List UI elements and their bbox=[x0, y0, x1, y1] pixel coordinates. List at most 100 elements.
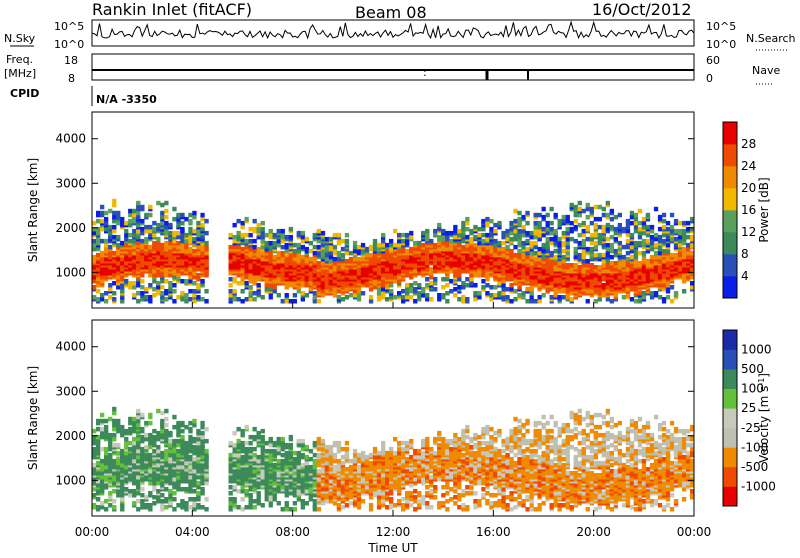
power-cell bbox=[678, 221, 682, 226]
power-cell bbox=[682, 247, 686, 252]
power-cell bbox=[445, 231, 449, 236]
power-cell bbox=[586, 269, 590, 274]
power-cell bbox=[309, 249, 313, 254]
velocity-cell bbox=[116, 451, 120, 456]
power-cell bbox=[546, 245, 550, 250]
velocity-cell bbox=[200, 505, 204, 510]
power-cell bbox=[417, 283, 421, 288]
power-cell bbox=[670, 273, 674, 278]
power-cell bbox=[618, 247, 622, 252]
power-cell bbox=[501, 241, 505, 246]
velocity-cell bbox=[237, 439, 241, 444]
power-cell bbox=[140, 285, 144, 290]
velocity-cell bbox=[241, 485, 245, 490]
power-cell bbox=[501, 283, 505, 288]
power-cell bbox=[277, 239, 281, 244]
velocity-cell bbox=[269, 503, 273, 508]
power-cell bbox=[188, 275, 192, 280]
power-cell bbox=[100, 251, 104, 256]
velocity-cell bbox=[200, 455, 204, 460]
velocity-cell bbox=[136, 409, 140, 414]
velocity-cell bbox=[249, 493, 253, 498]
power-cell bbox=[558, 237, 562, 242]
power-cell bbox=[112, 211, 116, 216]
power-cell bbox=[96, 237, 100, 242]
nsky-label: N.Sky bbox=[4, 32, 36, 45]
power-cell bbox=[405, 287, 409, 292]
power-cell bbox=[574, 205, 578, 210]
power-cell bbox=[666, 221, 670, 226]
power-cell bbox=[682, 279, 686, 284]
power-cell bbox=[517, 243, 521, 248]
power-cell bbox=[542, 243, 546, 248]
power-cell bbox=[281, 299, 285, 304]
power-cell bbox=[586, 299, 590, 304]
power-cell bbox=[409, 231, 413, 236]
power-cell bbox=[473, 283, 477, 288]
power-cell bbox=[148, 233, 152, 238]
velocity-cell bbox=[112, 489, 116, 494]
power-cell bbox=[485, 263, 489, 268]
velocity-cell bbox=[249, 505, 253, 510]
power-cell bbox=[309, 257, 313, 262]
velocity-cell bbox=[180, 451, 184, 456]
power-cell bbox=[421, 293, 425, 298]
velocity-cell bbox=[160, 429, 164, 434]
velocity-cell bbox=[124, 445, 128, 450]
power-cell bbox=[630, 245, 634, 250]
power-cell bbox=[530, 291, 534, 296]
velocity-cell bbox=[188, 497, 192, 502]
power-cell bbox=[638, 227, 642, 232]
power-cell bbox=[626, 257, 630, 262]
power-cell bbox=[112, 229, 116, 234]
power-cell bbox=[196, 295, 200, 300]
power-cell bbox=[614, 253, 618, 258]
power-cell bbox=[417, 295, 421, 300]
velocity-cell bbox=[257, 455, 261, 460]
velocity-cell bbox=[269, 453, 273, 458]
power-cell bbox=[196, 273, 200, 278]
velocity-cell bbox=[168, 431, 172, 436]
power-cell bbox=[188, 247, 192, 252]
power-cell bbox=[325, 245, 329, 250]
power-cell bbox=[473, 243, 477, 248]
velocity-cell bbox=[132, 489, 136, 494]
power-cell bbox=[381, 233, 385, 238]
power-cell bbox=[156, 273, 160, 278]
power-cell bbox=[542, 207, 546, 212]
velocity-cell bbox=[281, 485, 285, 490]
velocity-cell bbox=[317, 453, 321, 458]
velocity-cell bbox=[184, 451, 188, 456]
velocity-cell bbox=[321, 469, 325, 474]
power-cell bbox=[401, 299, 405, 304]
power-cell bbox=[594, 205, 598, 210]
power-cell bbox=[481, 233, 485, 238]
power-cell bbox=[642, 239, 646, 244]
power-cell bbox=[441, 229, 445, 234]
power-cell bbox=[265, 279, 269, 284]
power-cell bbox=[156, 237, 160, 242]
velocity-cell bbox=[233, 485, 237, 490]
power-cell bbox=[513, 289, 517, 294]
power-cell bbox=[341, 263, 345, 268]
power-cell bbox=[104, 257, 108, 262]
power-cell bbox=[493, 223, 497, 228]
velocity-cell bbox=[156, 435, 160, 440]
power-cell bbox=[638, 299, 642, 304]
velocity-cell bbox=[108, 495, 112, 500]
power-cell bbox=[132, 217, 136, 222]
velocity-cell bbox=[156, 453, 160, 458]
power-cell bbox=[257, 223, 261, 228]
velocity-cell bbox=[112, 419, 116, 424]
velocity-cell bbox=[297, 457, 301, 462]
power-cell bbox=[293, 293, 297, 298]
velocity-cell bbox=[188, 475, 192, 480]
power-cell bbox=[92, 285, 96, 290]
velocity-cell bbox=[152, 441, 156, 446]
velocity-cell bbox=[317, 507, 321, 512]
power-cell bbox=[357, 251, 361, 256]
velocity-cell bbox=[196, 445, 200, 450]
power-cell bbox=[152, 265, 156, 270]
velocity-cell bbox=[269, 491, 273, 496]
